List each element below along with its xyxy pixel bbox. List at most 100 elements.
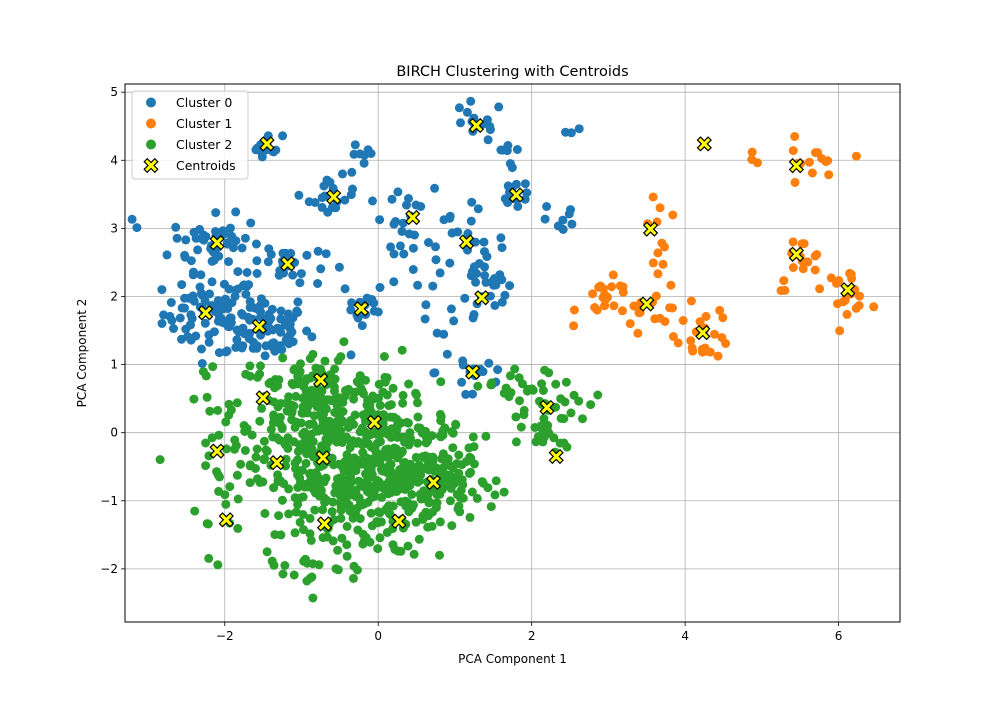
data-point <box>232 335 242 345</box>
data-point <box>609 301 619 311</box>
data-point <box>346 472 356 482</box>
legend-label-centroids: Centroids <box>176 158 236 173</box>
data-point <box>188 270 198 280</box>
data-point <box>313 279 323 288</box>
data-point <box>633 328 643 338</box>
data-point <box>299 525 308 535</box>
data-point <box>226 318 236 328</box>
data-point <box>388 468 397 478</box>
data-point <box>798 264 808 274</box>
centroid-marker <box>696 136 712 152</box>
data-point <box>303 480 313 490</box>
data-point <box>454 103 464 113</box>
data-point <box>414 465 424 475</box>
data-point <box>549 433 559 443</box>
data-point <box>519 405 529 415</box>
x-tick-label: 2 <box>528 629 536 643</box>
data-point <box>375 400 385 410</box>
data-point <box>278 569 288 579</box>
data-point <box>364 481 374 491</box>
data-point <box>456 118 465 128</box>
data-point <box>561 377 571 387</box>
data-point <box>615 281 625 291</box>
data-point <box>811 148 820 158</box>
data-point <box>428 281 438 291</box>
data-point <box>349 573 358 583</box>
legend: Cluster 0 Cluster 1 Cluster 2 Centroids <box>131 90 249 180</box>
data-point <box>567 219 577 229</box>
data-point <box>246 218 256 228</box>
data-point <box>236 459 246 469</box>
data-point <box>446 461 456 471</box>
data-point <box>336 505 346 515</box>
data-point <box>804 157 814 167</box>
data-point <box>386 432 396 442</box>
data-point <box>127 214 137 224</box>
data-point <box>366 508 376 518</box>
data-point <box>353 313 363 323</box>
data-point <box>788 146 798 156</box>
data-point <box>379 448 389 458</box>
data-point <box>245 371 255 381</box>
chart-title: BIRCH Clustering with Centroids <box>396 64 628 80</box>
centroid-marker <box>366 414 383 431</box>
data-point <box>520 194 530 204</box>
data-point <box>223 304 233 314</box>
centroid-marker <box>468 117 485 134</box>
data-point <box>462 107 472 117</box>
data-point <box>603 292 612 302</box>
data-point <box>415 423 425 433</box>
data-point <box>398 476 408 486</box>
data-point <box>175 313 185 323</box>
data-point <box>447 427 457 437</box>
data-point <box>539 414 549 424</box>
y-tick-label: 4 <box>110 153 118 167</box>
data-point <box>319 181 329 191</box>
data-point <box>302 326 312 336</box>
data-point <box>344 479 354 489</box>
data-point <box>484 358 494 368</box>
data-point <box>338 397 348 407</box>
data-point <box>497 275 507 285</box>
data-point <box>346 305 356 315</box>
data-point <box>198 367 208 377</box>
data-point <box>231 285 241 295</box>
data-point <box>673 338 683 348</box>
data-point <box>190 506 200 516</box>
data-point <box>257 403 267 413</box>
data-point <box>304 443 314 453</box>
data-point <box>279 479 289 489</box>
y-tick-label: 5 <box>110 85 118 99</box>
data-point <box>357 459 367 469</box>
data-point <box>443 476 453 486</box>
legend-box <box>131 90 249 180</box>
y-tick-label: 2 <box>110 289 118 303</box>
data-point <box>701 311 711 321</box>
data-point <box>177 280 187 290</box>
data-point <box>319 493 329 502</box>
data-point <box>389 249 399 259</box>
data-point <box>442 349 452 359</box>
data-point <box>454 450 464 460</box>
data-point <box>363 395 373 405</box>
data-point <box>413 398 422 408</box>
data-point <box>815 284 825 294</box>
data-point <box>253 304 263 314</box>
y-tick-label: −1 <box>100 494 118 508</box>
data-point <box>277 424 287 434</box>
data-point <box>668 332 678 341</box>
data-point <box>317 193 327 203</box>
data-point <box>388 383 398 393</box>
data-point <box>373 544 383 554</box>
data-point <box>259 436 269 446</box>
data-point <box>718 313 728 323</box>
data-point <box>473 381 483 391</box>
data-point <box>290 493 300 503</box>
data-point <box>285 319 295 329</box>
data-point <box>267 556 277 566</box>
data-point <box>280 561 290 570</box>
data-point <box>374 457 383 467</box>
data-point <box>398 398 408 408</box>
data-point <box>316 264 326 274</box>
data-point <box>334 262 344 272</box>
